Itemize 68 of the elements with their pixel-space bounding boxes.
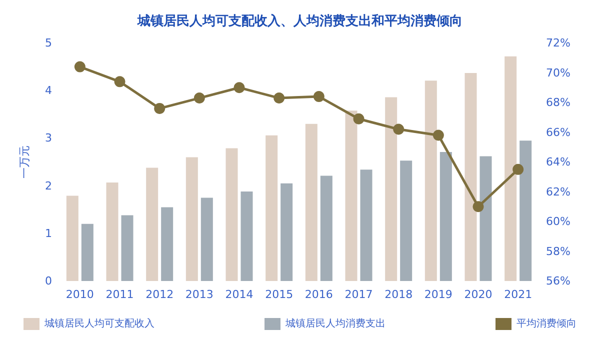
y-tick-label: 3 bbox=[45, 132, 52, 145]
x-tick-label: 2018 bbox=[384, 288, 413, 301]
point bbox=[114, 76, 126, 88]
y-axis-title: 一万元 bbox=[18, 146, 31, 178]
y2-tick-label: 56% bbox=[546, 274, 570, 288]
y2-tick-label: 72% bbox=[546, 36, 570, 50]
bar bbox=[266, 135, 278, 281]
bar bbox=[480, 156, 492, 281]
x-tick-label: 2016 bbox=[304, 288, 333, 301]
point bbox=[74, 61, 86, 72]
bar bbox=[305, 124, 318, 281]
bar bbox=[520, 140, 532, 281]
bar bbox=[226, 148, 238, 281]
y-tick-label: 2 bbox=[45, 179, 52, 192]
y2-tick-label: 70% bbox=[546, 66, 570, 80]
bar bbox=[81, 224, 94, 281]
x-tick-label: 2017 bbox=[344, 288, 373, 301]
bar bbox=[146, 168, 158, 281]
point bbox=[353, 113, 364, 124]
bar bbox=[66, 196, 78, 281]
y2-tick-label: 66% bbox=[546, 126, 570, 139]
bar bbox=[240, 192, 253, 281]
x-tick-label: 2020 bbox=[464, 288, 492, 301]
y-tick-label: 1 bbox=[45, 226, 52, 240]
legend-label: 城镇居民人均可支配收入 bbox=[44, 318, 154, 330]
bar bbox=[200, 198, 213, 281]
chart-title: 城镇居民人均可支配收入、人均消费支出和平均消费倾向 bbox=[136, 13, 462, 29]
point bbox=[234, 82, 245, 94]
x-tick-label: 2015 bbox=[265, 288, 294, 301]
y2-tick-label: 62% bbox=[546, 185, 570, 198]
y-tick-label: 4 bbox=[45, 84, 52, 98]
bar bbox=[424, 80, 437, 281]
bar bbox=[121, 215, 134, 281]
y2-tick-label: 64% bbox=[546, 156, 570, 168]
bar bbox=[385, 97, 398, 281]
bar bbox=[106, 182, 118, 281]
point bbox=[194, 92, 205, 104]
bar bbox=[504, 56, 517, 281]
point bbox=[393, 124, 404, 135]
x-tick-label: 2011 bbox=[106, 288, 134, 301]
x-tick-label: 2010 bbox=[66, 288, 94, 301]
y-tick-label: 0 bbox=[45, 274, 52, 288]
point bbox=[274, 92, 285, 104]
point bbox=[512, 164, 524, 175]
legend-label: 平均消费倾向 bbox=[516, 318, 576, 330]
point bbox=[472, 201, 484, 212]
point bbox=[432, 130, 444, 141]
bar bbox=[360, 170, 372, 281]
bar bbox=[186, 157, 198, 281]
bar bbox=[320, 176, 332, 281]
y2-tick-label: 60% bbox=[546, 215, 570, 228]
y2-tick-label: 68% bbox=[546, 96, 570, 109]
y2-tick-label: 58% bbox=[546, 244, 570, 258]
x-tick-label: 2019 bbox=[424, 288, 452, 301]
point bbox=[313, 91, 324, 102]
x-tick-label: 2014 bbox=[225, 288, 254, 301]
bar bbox=[400, 160, 412, 281]
legend-label: 城镇居民人均消费支出 bbox=[284, 318, 386, 330]
x-tick-label: 2013 bbox=[185, 288, 214, 301]
bar bbox=[440, 152, 452, 281]
bar bbox=[280, 183, 293, 281]
bar bbox=[161, 207, 174, 281]
x-tick-label: 2021 bbox=[504, 288, 532, 301]
y-tick-label: 5 bbox=[45, 36, 52, 50]
point bbox=[154, 102, 166, 114]
bar bbox=[464, 72, 477, 281]
x-tick-label: 2012 bbox=[146, 288, 174, 301]
bar bbox=[345, 110, 358, 281]
